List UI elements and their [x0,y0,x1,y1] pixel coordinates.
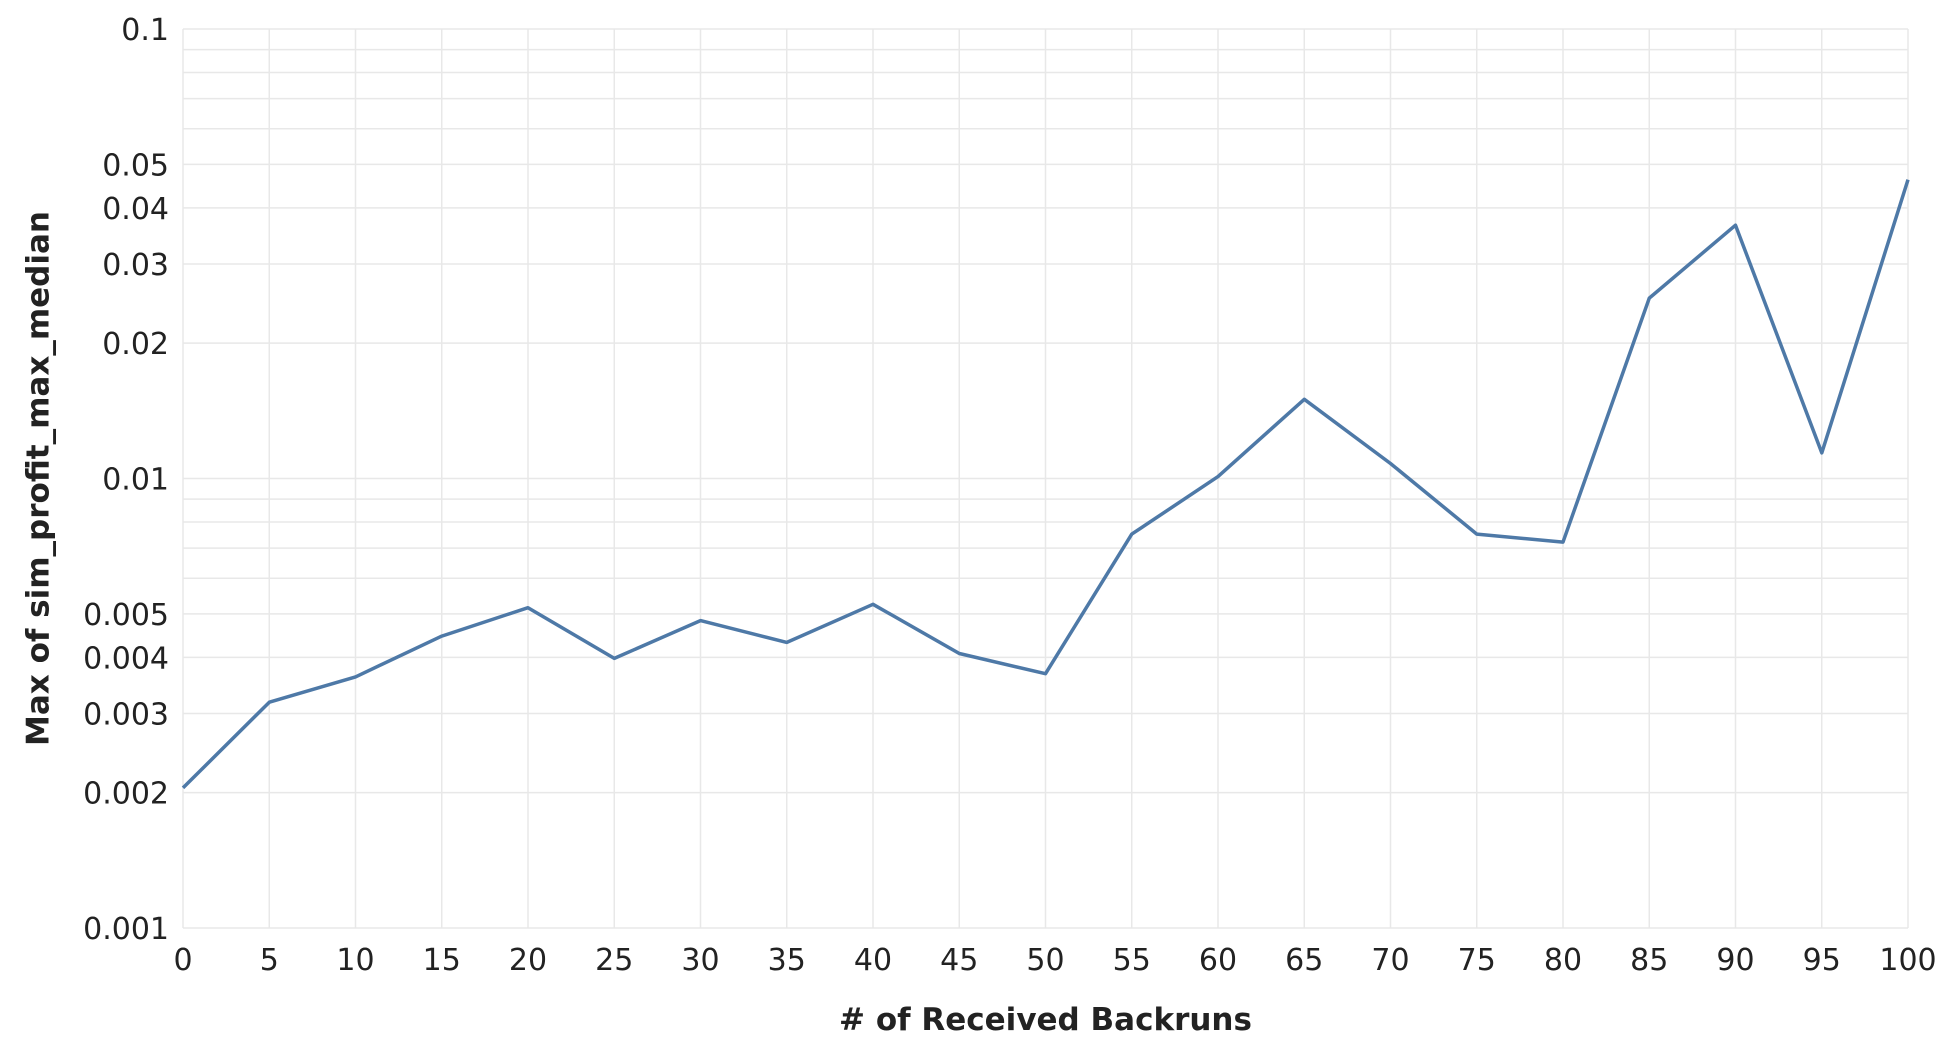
y-tick-label: 0.003 [83,698,169,733]
x-axis-ticks: 0 5 10 15 20 25 30 35 40 45 50 55 60 65 70 75 80 85 90 95 10… [173,943,1936,978]
x-tick-label: 75 [1458,943,1496,978]
x-tick-label: 85 [1630,943,1668,978]
x-tick-label: 95 [1803,943,1841,978]
x-tick-label: 40 [854,943,892,978]
x-tick-label: 20 [509,943,547,978]
x-axis-title: # of Received Backruns [839,1002,1252,1038]
x-tick-label: 35 [768,943,806,978]
y-tick-label: 0.001 [83,912,169,947]
x-tick-label: 0 [173,943,192,978]
x-tick-label: 30 [681,943,719,978]
y-tick-label: 0.04 [102,192,169,227]
y-tick-label: 0.005 [83,598,169,633]
x-tick-label: 70 [1371,943,1409,978]
y-axis-title: Max of sim_profit_max_median [21,211,57,746]
x-tick-label: 100 [1879,943,1936,978]
y-tick-label: 0.03 [102,248,169,283]
y-axis-ticks: 0.001 0.002 0.003 0.004 0.005 0.01 0.02 0.03 0.0… [83,13,169,947]
x-tick-label: 45 [940,943,978,978]
x-tick-label: 5 [260,943,279,978]
y-tick-label: 0.002 [83,777,169,812]
x-tick-label: 55 [1113,943,1151,978]
x-tick-label: 90 [1716,943,1754,978]
grid-lines [182,28,1909,929]
y-tick-label: 0.004 [83,641,169,676]
y-tick-label: 0.05 [102,148,169,183]
y-tick-label: 0.02 [102,327,169,362]
series-line [181,179,1910,790]
x-tick-label: 10 [336,943,374,978]
y-tick-label: 0.01 [102,463,169,498]
y-tick-label: 0.1 [121,13,169,48]
x-tick-label: 25 [595,943,633,978]
x-tick-label: 80 [1544,943,1582,978]
x-tick-label: 60 [1199,943,1237,978]
x-tick-label: 50 [1026,943,1064,978]
series-layer [181,179,1910,790]
x-tick-label: 15 [423,943,461,978]
x-tick-label: 65 [1285,943,1323,978]
